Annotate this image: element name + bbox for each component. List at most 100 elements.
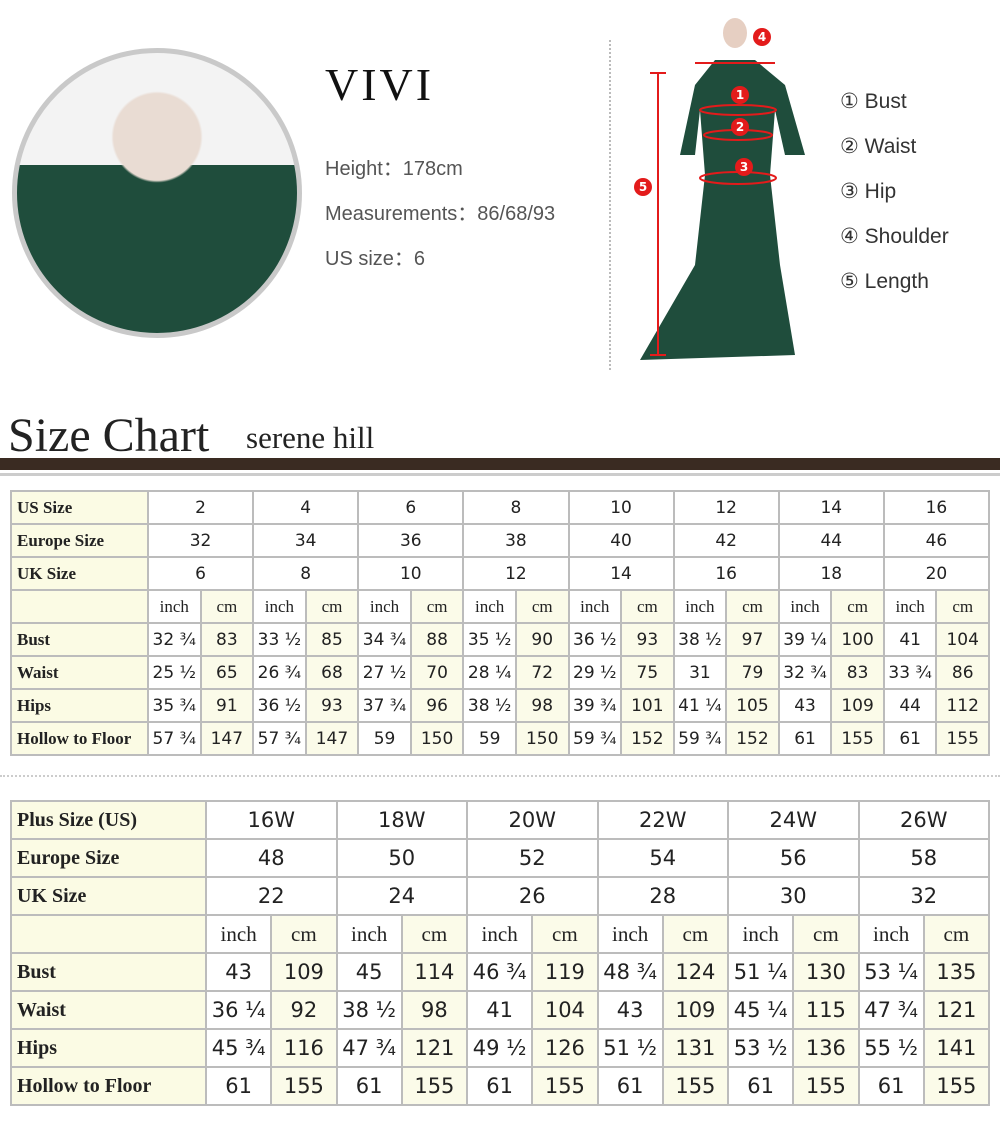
measurement-cell: 105 bbox=[725, 688, 780, 723]
unit-inch: inch bbox=[465, 914, 534, 954]
row-label: Bust bbox=[10, 952, 207, 992]
unit-cm: cm bbox=[531, 914, 599, 954]
legend-item-bust: ① Bust bbox=[840, 89, 907, 114]
measurement-cell: 86 bbox=[935, 655, 990, 690]
legend-item-hip: ③ Hip bbox=[840, 179, 896, 204]
header-bar-underline bbox=[0, 473, 1000, 476]
size-cell: 12 bbox=[672, 490, 780, 525]
measurement-cell: 109 bbox=[661, 990, 730, 1030]
table-row: UK Size 22 24 26 28 30 32 bbox=[10, 876, 990, 916]
measurement-cell: 98 bbox=[400, 990, 469, 1030]
unit-cm: cm bbox=[922, 914, 991, 954]
measurement-cell: 121 bbox=[400, 1028, 469, 1068]
row-label-empty bbox=[10, 914, 207, 954]
size-cell: 56 bbox=[727, 838, 860, 878]
measurement-cell: 59 bbox=[357, 721, 412, 756]
measurement-cell: 27 ½ bbox=[357, 655, 412, 690]
size-cell: 8 bbox=[252, 556, 360, 591]
row-label: Europe Size bbox=[10, 523, 149, 558]
measurement-cell: 43 bbox=[204, 952, 273, 992]
measurement-cell: 57 ¾ bbox=[252, 721, 307, 756]
measurement-cell: 75 bbox=[620, 655, 675, 690]
measurement-cell: 90 bbox=[514, 622, 570, 657]
measurement-cell: 91 bbox=[199, 688, 255, 723]
size-cell: 58 bbox=[857, 838, 990, 878]
measurement-cell: 44 bbox=[882, 688, 938, 723]
size-cell: 30 bbox=[727, 876, 860, 916]
unit-cm: cm bbox=[409, 589, 465, 624]
unit-inch: inch bbox=[147, 589, 202, 624]
model-measurements: Measurements：86/68/93 bbox=[325, 203, 556, 225]
unit-row: inch cm inch cm inch cm inch cm inch cm inch cm bbox=[10, 914, 991, 954]
measurement-cell: 35 ¾ bbox=[147, 688, 202, 723]
model-name: VIVI bbox=[325, 59, 435, 110]
size-cell: 16 bbox=[672, 556, 780, 591]
marker-5 bbox=[634, 178, 652, 196]
measurement-cell: 38 ½ bbox=[672, 622, 728, 657]
measurement-cell: 93 bbox=[304, 688, 360, 723]
measurement-cell: 47 ¾ bbox=[857, 990, 925, 1030]
table-row: Hollow to Floor 61 155 61 155 61 155 61 155 61 155… bbox=[10, 1066, 991, 1106]
measurement-cell: 47 ¾ bbox=[335, 1028, 403, 1068]
measurement-cell: 51 ¼ bbox=[726, 952, 795, 992]
marker-2-label: 2 bbox=[736, 120, 744, 134]
size-cell: 54 bbox=[596, 838, 729, 878]
size-cell: 12 bbox=[462, 556, 570, 591]
measurement-cell: 41 bbox=[882, 622, 938, 657]
measurement-cell: 49 ½ bbox=[465, 1028, 534, 1068]
measurement-cell: 155 bbox=[935, 721, 990, 756]
row-label: Bust bbox=[10, 622, 149, 657]
measurement-cell: 79 bbox=[725, 655, 780, 690]
unit-inch: inch bbox=[462, 589, 517, 624]
row-label: Hips bbox=[10, 688, 149, 723]
size-cell: 20 bbox=[882, 556, 991, 591]
measurement-cell: 135 bbox=[922, 952, 991, 992]
size-cell: 6 bbox=[146, 556, 255, 591]
measurement-cell: 124 bbox=[661, 952, 730, 992]
measurement-cell: 155 bbox=[531, 1066, 599, 1106]
legend-label: Shoulder bbox=[864, 225, 949, 248]
size-cell: 16W bbox=[205, 800, 338, 840]
marker-5-label: 5 bbox=[639, 180, 647, 194]
measurement-cell: 61 bbox=[777, 721, 833, 756]
unit-cm: cm bbox=[725, 589, 780, 624]
measurement-cell: 152 bbox=[620, 721, 675, 756]
measurement-cell: 43 bbox=[777, 688, 833, 723]
measurement-cell: 121 bbox=[922, 990, 991, 1030]
size-cell: 18W bbox=[335, 800, 468, 840]
measurement-cell: 38 ½ bbox=[335, 990, 403, 1030]
measurement-cell: 53 ½ bbox=[726, 1028, 795, 1068]
measurement-cell: 152 bbox=[725, 721, 780, 756]
legend-number: ⑤ bbox=[840, 270, 859, 293]
row-label: Waist bbox=[10, 990, 207, 1030]
marker-4-label: 4 bbox=[758, 30, 766, 44]
unit-cm: cm bbox=[661, 914, 730, 954]
marker-4 bbox=[753, 28, 771, 46]
measurement-cell: 41 bbox=[465, 990, 534, 1030]
table-row: Waist 25 ½ 65 26 ¾ 68 27 ½ 70 28 ¼ 72 29 ½ 75 31 79 3… bbox=[10, 655, 990, 690]
size-cell: 14 bbox=[567, 556, 675, 591]
size-cell: 4 bbox=[252, 490, 360, 525]
marker-3 bbox=[735, 158, 753, 176]
dress-silhouette bbox=[640, 60, 805, 360]
size-cell: 16 bbox=[882, 490, 991, 525]
measurement-cell: 114 bbox=[400, 952, 469, 992]
size-cell: 42 bbox=[672, 523, 780, 558]
unit-inch: inch bbox=[335, 914, 403, 954]
table-row: Waist 36 ¼ 92 38 ½ 98 41 104 43 109 45 ¼ 115 47 ¾ 12… bbox=[10, 990, 991, 1030]
measurement-cell: 61 bbox=[857, 1066, 925, 1106]
unit-cm: cm bbox=[270, 914, 338, 954]
unit-cm: cm bbox=[935, 589, 990, 624]
legend-label: Hip bbox=[864, 180, 897, 203]
measurement-cell: 126 bbox=[531, 1028, 599, 1068]
measurement-cell: 59 bbox=[462, 721, 517, 756]
unit-cm: cm bbox=[830, 589, 885, 624]
size-cell: 32 bbox=[857, 876, 990, 916]
size-cell: 44 bbox=[777, 523, 885, 558]
row-label: Plus Size (US) bbox=[10, 800, 207, 840]
measurement-cell: 147 bbox=[199, 721, 255, 756]
unit-inch: inch bbox=[777, 589, 833, 624]
measurement-cell: 109 bbox=[830, 688, 885, 723]
measurement-cell: 59 ¾ bbox=[567, 721, 623, 756]
